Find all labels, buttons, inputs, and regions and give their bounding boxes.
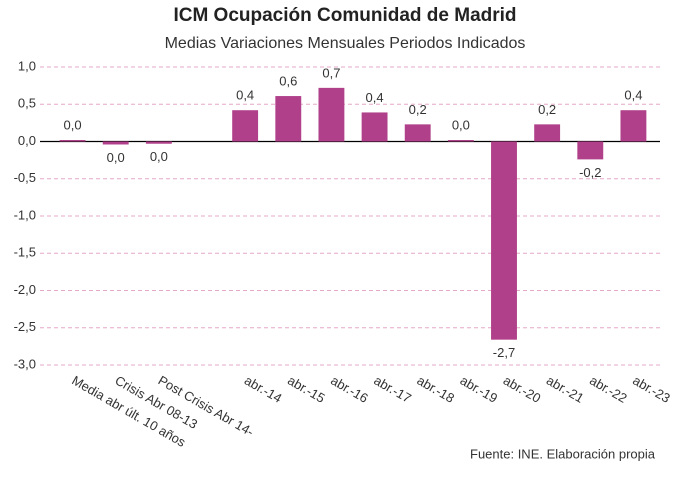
data-label: -0,2 xyxy=(579,165,601,180)
bar xyxy=(318,87,345,142)
y-tick-label: -2,0 xyxy=(14,282,36,297)
bar xyxy=(447,140,474,142)
bar xyxy=(491,141,517,340)
y-tick-label: 1,0 xyxy=(18,58,36,73)
y-tick-label: -1,0 xyxy=(14,207,36,222)
x-tick-label: abr.-15 xyxy=(285,373,328,406)
data-label: 0,4 xyxy=(624,88,642,103)
y-tick-label: 0,5 xyxy=(18,96,36,111)
bar xyxy=(577,141,604,160)
data-label: -2,7 xyxy=(493,345,515,360)
x-tick-label: abr.-20 xyxy=(501,373,544,406)
x-tick-label: abr.-21 xyxy=(544,373,587,406)
chart-subtitle: Medias Variaciones Mensuales Periodos In… xyxy=(165,35,526,52)
x-tick-label: abr.-17 xyxy=(371,373,414,406)
y-tick-label: 0,0 xyxy=(18,133,36,148)
bar xyxy=(145,141,172,144)
data-label: 0,2 xyxy=(538,102,556,117)
data-label: 0,0 xyxy=(452,117,470,132)
x-tick-label: abr.-22 xyxy=(587,373,630,406)
chart-title: ICM Ocupación Comunidad de Madrid xyxy=(173,5,516,26)
x-tick-label: abr.-18 xyxy=(414,373,457,406)
source-note: Fuente: INE. Elaboración propia xyxy=(470,446,656,461)
x-tick-label: abr.-19 xyxy=(458,373,501,406)
data-label: 0,0 xyxy=(150,149,168,164)
data-label: 0,6 xyxy=(279,73,297,88)
x-tick-label: abr.-14 xyxy=(242,373,285,406)
data-label: 0,0 xyxy=(64,117,82,132)
y-tick-label: -0,5 xyxy=(14,170,36,185)
data-label: 0,4 xyxy=(366,90,384,105)
bar xyxy=(275,96,302,142)
x-tick-label: abr.-23 xyxy=(630,373,673,406)
bar xyxy=(59,140,86,142)
y-tick-label: -1,5 xyxy=(14,245,36,260)
bar xyxy=(534,124,561,142)
data-label: 0,2 xyxy=(409,102,427,117)
x-tick-label: abr.-16 xyxy=(328,373,371,406)
bar xyxy=(620,110,647,142)
y-tick-label: -2,5 xyxy=(14,319,36,334)
bar xyxy=(361,112,388,142)
bar xyxy=(404,124,431,142)
data-label: 0,4 xyxy=(236,88,254,103)
data-label: 0,7 xyxy=(322,65,340,80)
bar xyxy=(102,141,129,145)
data-label: 0,0 xyxy=(107,150,125,165)
bar xyxy=(232,110,259,142)
y-tick-label: -3,0 xyxy=(14,356,36,371)
